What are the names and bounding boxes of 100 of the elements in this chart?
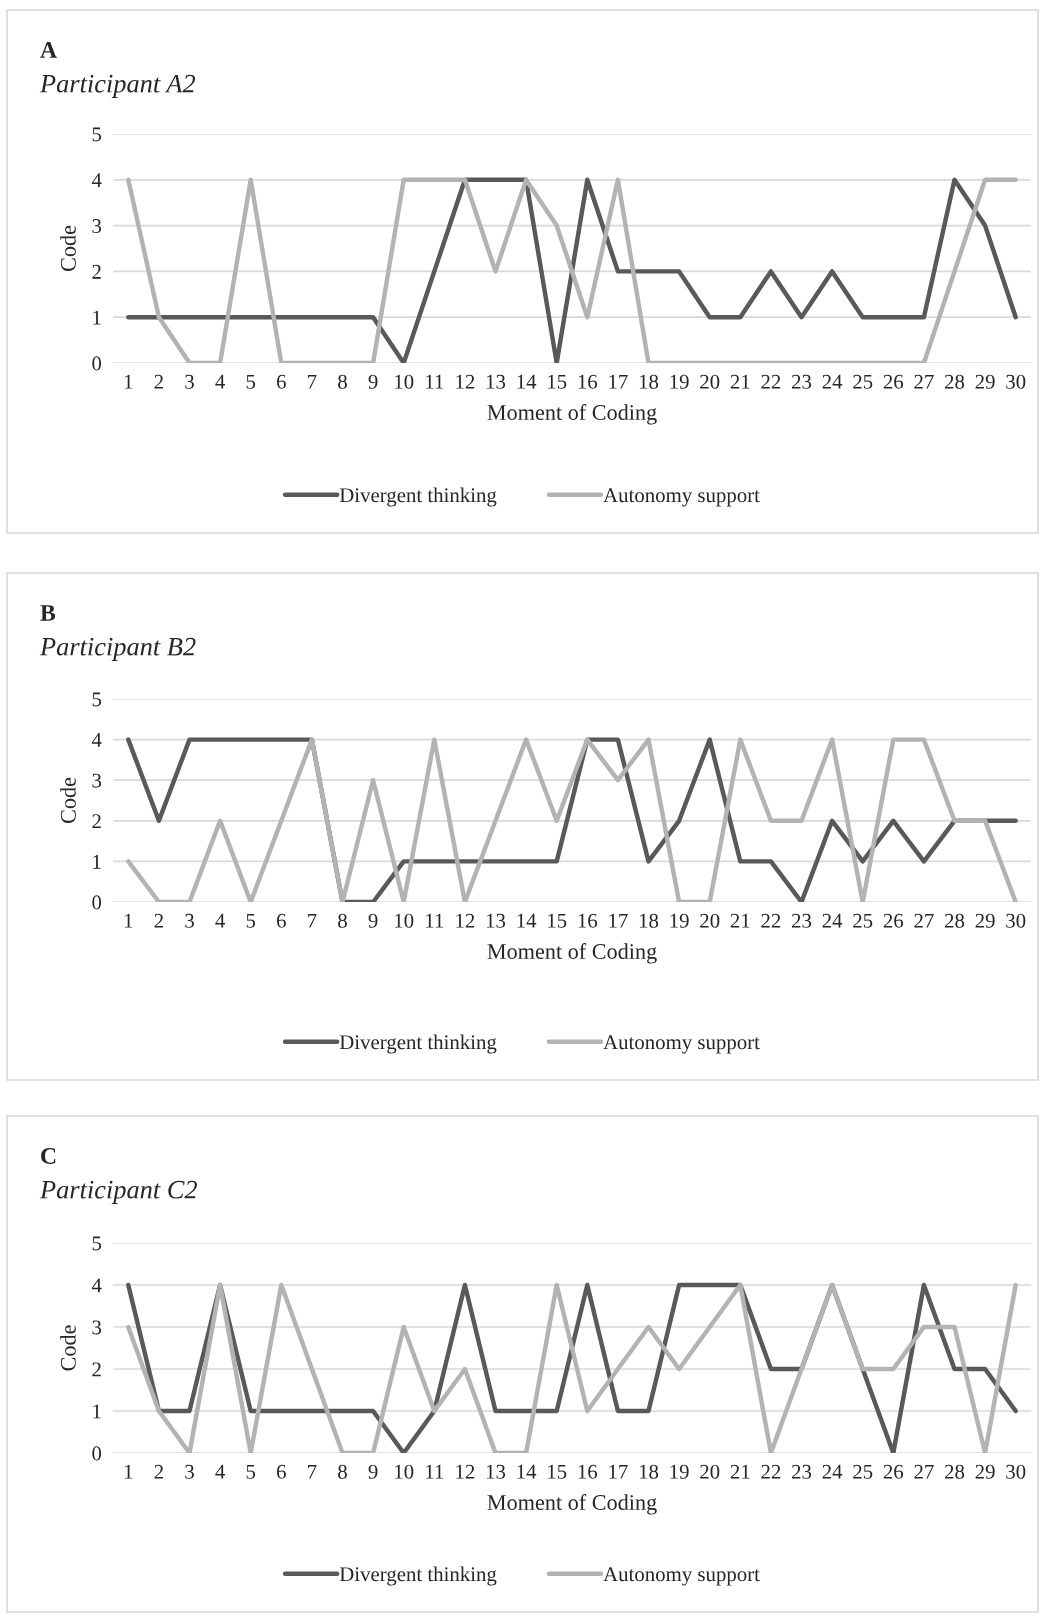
y-tick-label: 4 — [91, 733, 102, 747]
x-tick-label: 24 — [822, 374, 843, 389]
legend-label: Divergent thinking — [339, 1566, 497, 1586]
x-tick-label: 20 — [700, 1464, 720, 1479]
x-tick-label: 8 — [338, 1464, 347, 1479]
x-tick-label: 1 — [124, 1464, 133, 1479]
x-tick-label: 11 — [426, 913, 444, 928]
x-tick-label: 4 — [215, 374, 225, 389]
y-tick-label: 5 — [92, 1236, 102, 1251]
x-tick-label: 25 — [853, 1464, 873, 1479]
y-tick-label: 1 — [93, 1404, 101, 1419]
x-tick-label: 29 — [975, 913, 995, 928]
x-tick-label: 10 — [395, 1464, 414, 1479]
x-tick-label: 30 — [1006, 374, 1026, 389]
x-tick-label: 6 — [276, 1464, 286, 1479]
x-tick-label: 20 — [700, 913, 720, 928]
legend-label: Autonomy support — [603, 488, 760, 507]
x-tick-label: 27 — [914, 374, 934, 389]
x-tick-label: 16 — [578, 913, 598, 928]
y-tick-label: 5 — [92, 692, 102, 707]
y-tick-label: 1 — [93, 854, 101, 869]
x-tick-label: 28 — [945, 1464, 965, 1479]
x-tick-label: 2 — [154, 1464, 163, 1479]
x-tick-label: 23 — [792, 1464, 812, 1479]
x-tick-label: 14 — [517, 374, 537, 389]
x-tick-label: 28 — [945, 374, 965, 389]
chart-subtitle: Participant A2 — [39, 74, 196, 98]
legend-label: Divergent thinking — [339, 487, 497, 507]
x-axis-title: Moment of Coding — [487, 1494, 657, 1515]
x-tick-label: 9 — [368, 1464, 378, 1479]
x-tick-label: 12 — [456, 374, 475, 389]
y-tick-label: 3 — [92, 219, 102, 234]
x-tick-label: 18 — [639, 913, 659, 928]
x-tick-label: 10 — [395, 374, 414, 389]
x-tick-label: 5 — [246, 374, 256, 389]
y-axis-title: Code — [60, 777, 76, 824]
chart-title: C — [41, 1148, 56, 1164]
y-tick-label: 4 — [91, 1278, 102, 1293]
x-tick-label: 15 — [548, 374, 567, 389]
x-tick-label: 19 — [670, 1464, 689, 1479]
y-tick-label: 2 — [92, 264, 101, 279]
x-tick-label: 8 — [338, 374, 347, 389]
x-tick-label: 25 — [853, 374, 873, 389]
x-axis-title: Moment of Coding — [487, 404, 657, 425]
x-tick-label: 21 — [730, 1464, 750, 1479]
y-tick-label: 2 — [92, 1362, 101, 1377]
y-tick-label: 3 — [92, 1320, 102, 1335]
y-tick-label: 2 — [92, 814, 101, 829]
x-tick-label: 28 — [945, 913, 965, 928]
legend-label: Autonomy support — [603, 1035, 760, 1054]
x-tick-label: 20 — [700, 374, 720, 389]
y-tick-label: 4 — [91, 173, 102, 188]
x-tick-label: 7 — [308, 913, 317, 928]
x-tick-label: 22 — [761, 374, 781, 389]
y-axis-title: Code — [60, 1325, 76, 1371]
x-tick-label: 18 — [639, 374, 659, 389]
x-tick-label: 26 — [883, 374, 904, 389]
chart-subtitle: Participant C2 — [39, 1180, 198, 1204]
x-tick-label: 2 — [154, 374, 163, 389]
x-tick-label: 3 — [185, 1464, 194, 1479]
x-tick-label: 16 — [578, 374, 598, 389]
x-tick-label: 22 — [761, 913, 781, 928]
x-tick-label: 4 — [215, 1464, 225, 1479]
x-tick-label: 17 — [609, 1464, 628, 1479]
x-tick-label: 1 — [124, 913, 133, 928]
y-tick-label: 1 — [93, 310, 101, 325]
legend-label: Divergent thinking — [339, 1034, 497, 1054]
x-tick-label: 25 — [853, 913, 873, 928]
y-tick-label: 5 — [92, 127, 102, 142]
x-tick-label: 18 — [639, 1464, 659, 1479]
line-series — [126, 177, 1018, 363]
x-tick-label: 11 — [426, 374, 444, 389]
x-tick-label: 6 — [276, 374, 286, 389]
x-tick-label: 13 — [486, 1464, 506, 1479]
x-tick-label: 2 — [154, 913, 163, 928]
y-tick-label: 0 — [92, 1446, 102, 1461]
x-tick-label: 13 — [486, 913, 506, 928]
x-tick-label: 14 — [517, 913, 537, 928]
x-tick-label: 7 — [308, 374, 317, 389]
x-tick-label: 30 — [1006, 1464, 1026, 1479]
x-tick-label: 11 — [426, 1464, 444, 1479]
legend-label: Autonomy support — [603, 1567, 760, 1586]
x-tick-label: 10 — [395, 913, 414, 928]
x-tick-label: 3 — [185, 913, 194, 928]
y-tick-label: 0 — [92, 356, 102, 371]
x-tick-label: 5 — [246, 913, 256, 928]
x-tick-label: 19 — [670, 374, 689, 389]
x-tick-label: 19 — [670, 913, 689, 928]
x-tick-label: 15 — [548, 1464, 567, 1479]
x-tick-label: 7 — [308, 1464, 317, 1479]
x-tick-label: 1 — [124, 374, 133, 389]
chart-title: B — [40, 605, 56, 621]
x-tick-label: 12 — [456, 1464, 475, 1479]
chart-title: A — [40, 42, 57, 58]
x-tick-label: 27 — [914, 913, 934, 928]
x-tick-label: 14 — [517, 1464, 537, 1479]
x-tick-label: 26 — [883, 913, 904, 928]
x-tick-label: 6 — [276, 913, 286, 928]
x-tick-label: 23 — [792, 374, 812, 389]
x-tick-label: 9 — [368, 913, 378, 928]
